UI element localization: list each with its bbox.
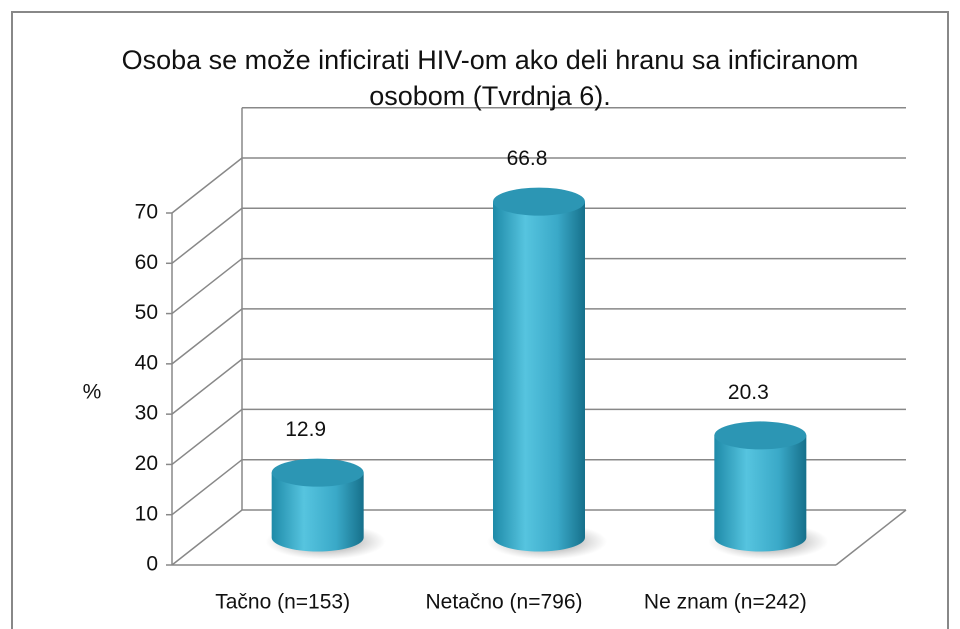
y-tick-label: 60 <box>135 251 158 274</box>
y-tick-label: 10 <box>135 502 158 525</box>
bar-top <box>493 187 585 216</box>
y-tick-label: 20 <box>135 452 158 475</box>
y-tick-label: 40 <box>135 351 158 374</box>
data-label: 20.3 <box>728 381 769 404</box>
x-tick-label: Ne znam (n=242) <box>644 591 807 614</box>
x-tick-label: Netačno (n=796) <box>425 591 582 614</box>
bar-top <box>271 458 364 487</box>
y-tick-label: 0 <box>146 553 158 576</box>
x-tick-label: Tačno (n=153) <box>215 591 350 614</box>
chart-title: Osoba se može inficirati HIV-om ako deli… <box>121 45 859 111</box>
bar-body <box>271 472 364 552</box>
bar-body <box>714 435 807 552</box>
bar <box>487 187 607 560</box>
bar <box>708 421 829 560</box>
y-tick-label: 30 <box>135 402 158 425</box>
bar-body <box>493 201 585 552</box>
y-axis-label: % <box>83 381 102 404</box>
data-label: 12.9 <box>285 418 326 441</box>
floor-edge <box>835 509 907 566</box>
y-tick-label: 50 <box>135 301 158 324</box>
y-tick-label: 70 <box>135 201 158 224</box>
bar <box>265 458 386 560</box>
data-label: 66.8 <box>507 147 548 170</box>
bar-top <box>714 421 807 450</box>
frame <box>11 11 949 629</box>
